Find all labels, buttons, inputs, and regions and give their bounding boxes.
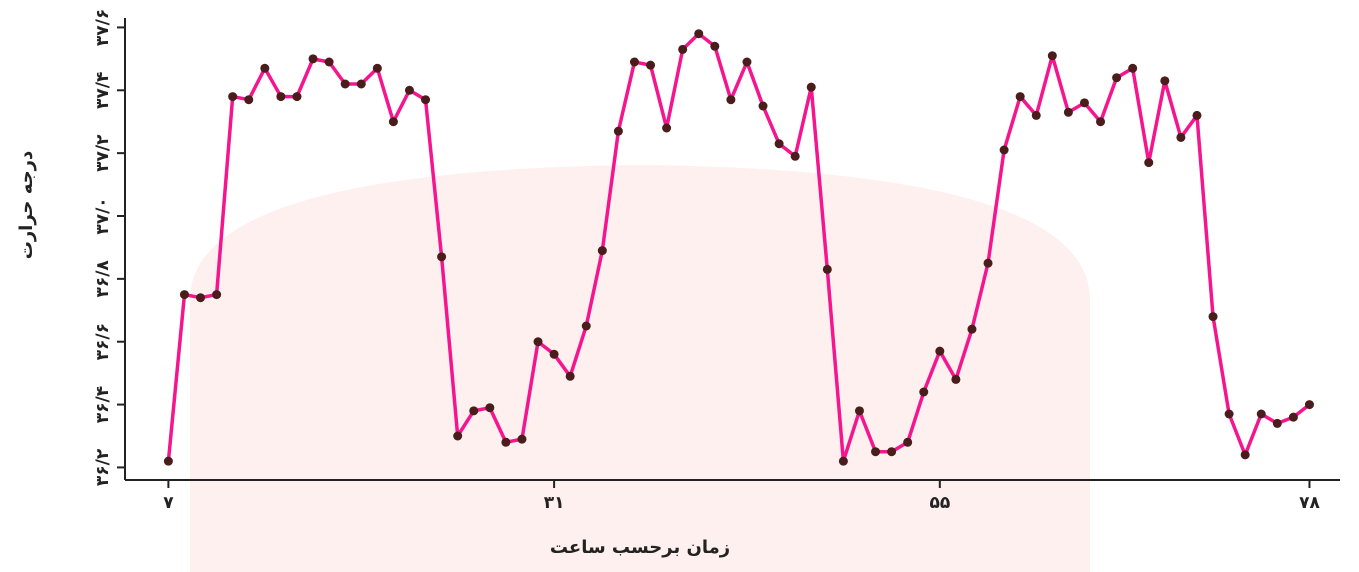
- point: [212, 290, 222, 300]
- point: [1176, 132, 1186, 142]
- point: [758, 101, 768, 111]
- point: [421, 95, 431, 105]
- point: [308, 54, 318, 64]
- point: [774, 139, 784, 149]
- x-tick-label: ۳۱: [544, 493, 565, 513]
- point: [1192, 110, 1202, 120]
- y-tick-label: ۳۶/۶: [93, 323, 113, 360]
- x-tick-label: ۷: [163, 493, 174, 513]
- point: [1208, 312, 1218, 322]
- point: [292, 92, 302, 102]
- point: [276, 92, 286, 102]
- point: [1128, 63, 1138, 73]
- point: [1112, 73, 1122, 83]
- point: [629, 57, 639, 67]
- point: [951, 374, 961, 384]
- point: [1096, 117, 1106, 127]
- point: [1031, 110, 1041, 120]
- point: [1079, 98, 1089, 108]
- y-tick-label: ۳۶/۸: [93, 260, 113, 298]
- point: [678, 44, 688, 54]
- x-tick-label: ۷۸: [1299, 493, 1320, 513]
- point: [1063, 107, 1073, 117]
- point: [1304, 400, 1314, 410]
- point: [469, 406, 479, 416]
- point: [983, 258, 993, 268]
- y-tick-label: ۳۷/۲: [93, 134, 113, 172]
- plot-area: ۳۶/۲ ۳۶/۴ ۳۶/۶ ۳۶/۸ ۳۷/۰ ۳۷/۲ ۳۷/۴ ۳۷/۶ ۷ ۳۱ ۵۵ ۷۸: [93, 9, 1340, 513]
- point: [999, 145, 1009, 155]
- point: [935, 346, 945, 356]
- point: [1224, 409, 1234, 419]
- point: [694, 29, 704, 39]
- point: [1256, 409, 1266, 419]
- point: [871, 447, 881, 457]
- point: [517, 434, 527, 444]
- point: [710, 41, 720, 51]
- point: [581, 321, 591, 331]
- x-axis-title: زمان برحسب ساعت: [550, 537, 730, 558]
- point: [228, 92, 238, 102]
- y-tick-label: ۳۷/۶: [93, 9, 113, 46]
- point: [742, 57, 752, 67]
- point: [1160, 76, 1170, 86]
- point: [565, 371, 575, 381]
- point: [1240, 450, 1250, 460]
- point: [340, 79, 350, 89]
- point: [1272, 418, 1282, 428]
- point: [501, 437, 511, 447]
- point: [854, 406, 864, 416]
- watermark: [190, 165, 1090, 572]
- point: [790, 151, 800, 161]
- point: [613, 126, 623, 136]
- point: [1144, 158, 1154, 168]
- point: [646, 60, 656, 70]
- point: [838, 456, 848, 466]
- point: [324, 57, 334, 67]
- point: [260, 63, 270, 73]
- x-tick-label: ۵۵: [929, 493, 950, 513]
- point: [806, 82, 816, 92]
- point: [244, 95, 254, 105]
- point: [485, 403, 495, 413]
- y-tick-label: ۳۷/۰: [93, 197, 113, 234]
- point: [196, 293, 206, 303]
- point: [1288, 412, 1298, 422]
- point: [388, 117, 398, 127]
- point: [453, 431, 463, 441]
- point: [967, 324, 977, 334]
- point: [919, 387, 929, 397]
- point: [549, 349, 559, 359]
- point: [437, 252, 447, 262]
- point: [1047, 51, 1057, 61]
- y-tick-label: ۳۶/۲: [93, 448, 113, 486]
- point: [533, 337, 543, 347]
- point: [356, 79, 366, 89]
- point: [662, 123, 672, 133]
- point: [726, 95, 736, 105]
- y-tick-label: ۳۷/۴: [93, 72, 113, 109]
- point: [163, 456, 173, 466]
- point: [887, 447, 897, 457]
- point: [404, 85, 414, 95]
- point: [179, 290, 189, 300]
- point: [597, 246, 607, 256]
- point: [1015, 92, 1025, 102]
- point: [822, 264, 832, 274]
- point: [903, 437, 913, 447]
- y-axis-title: درجه حرارت: [16, 151, 37, 260]
- point: [372, 63, 382, 73]
- y-tick-label: ۳۶/۴: [93, 386, 113, 423]
